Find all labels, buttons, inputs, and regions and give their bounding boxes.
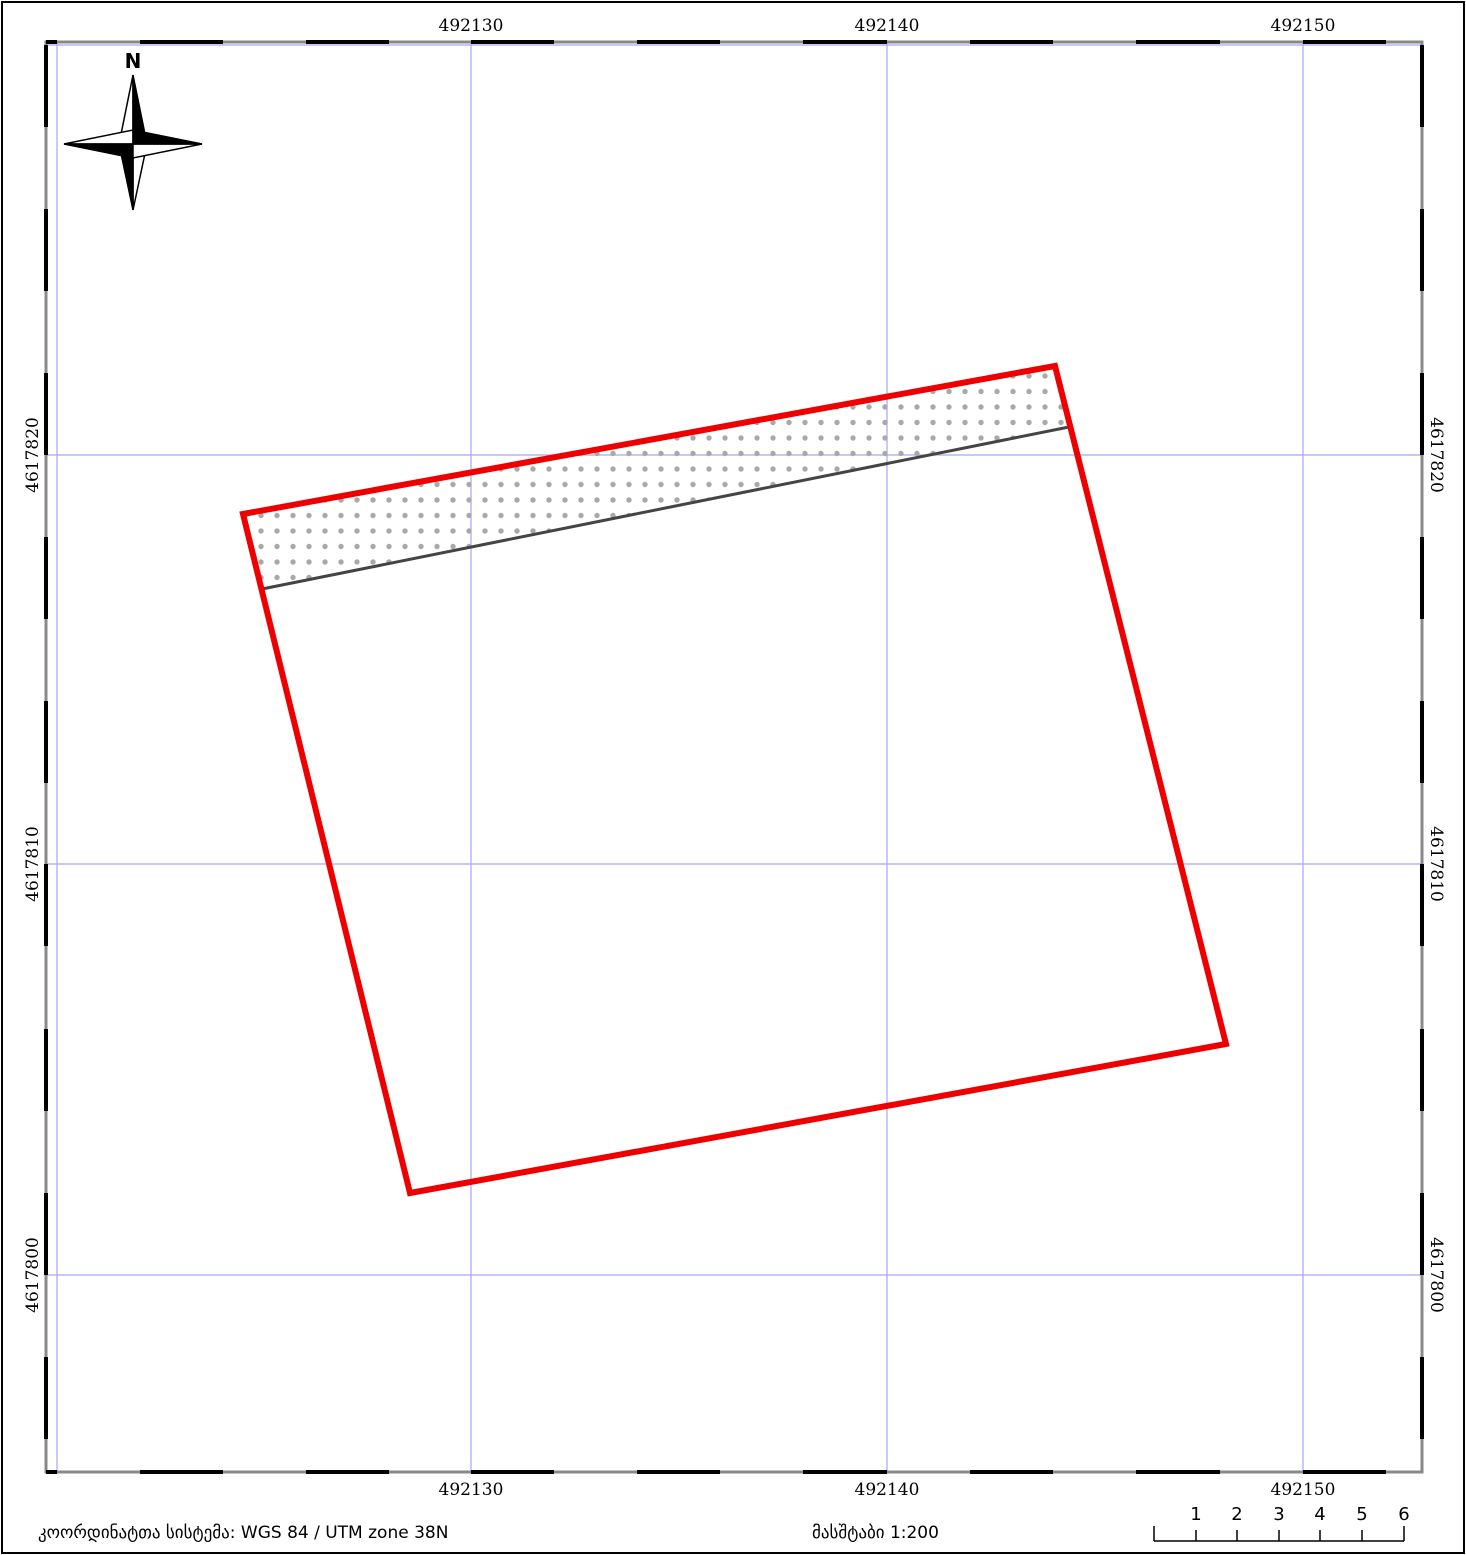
parcel-outline[interactable] — [239, 362, 1230, 1197]
x-label-bottom-1: 492130 — [439, 1480, 504, 1500]
y-label-right-2: 4617810 — [1426, 826, 1446, 902]
y-label-right-3: 4617800 — [1426, 1237, 1446, 1313]
frame-edges — [44, 40, 1424, 1474]
y-label-left-1: 4617820 — [23, 417, 43, 493]
scale-tick-label: 5 — [1356, 1504, 1367, 1525]
scale-tick-label: 2 — [1231, 1504, 1242, 1525]
scale-tick-label: 3 — [1273, 1504, 1284, 1525]
scale-tick-label: 6 — [1398, 1504, 1409, 1525]
x-label-top-3: 492150 — [1271, 16, 1336, 36]
north-label: N — [125, 49, 142, 73]
scale-tick-label: 4 — [1314, 1504, 1325, 1525]
compass-rose-icon: N — [63, 49, 203, 211]
scale-tick-label: 1 — [1190, 1504, 1201, 1525]
x-label-bottom-3: 492150 — [1271, 1480, 1336, 1500]
x-label-top-2: 492140 — [855, 16, 920, 36]
scale-bar: 1 2 3 4 5 6 — [1153, 1504, 1410, 1542]
crs-text: კოორდინატთა სისტემა: WGS 84 / UTM zone 3… — [38, 1523, 448, 1543]
map-frame — [46, 42, 1422, 1472]
y-label-left-3: 4617800 — [23, 1237, 43, 1313]
coordinate-grid — [46, 42, 1422, 1472]
hatched-strip — [243, 366, 1069, 589]
y-label-left-2: 4617810 — [23, 826, 43, 902]
strip-boundary-line — [261, 425, 1070, 591]
y-label-right-1: 4617820 — [1426, 417, 1446, 493]
x-label-bottom-2: 492140 — [855, 1480, 920, 1500]
scale-text: მასშტაბი 1:200 — [812, 1523, 939, 1543]
x-label-top-1: 492130 — [439, 16, 504, 36]
